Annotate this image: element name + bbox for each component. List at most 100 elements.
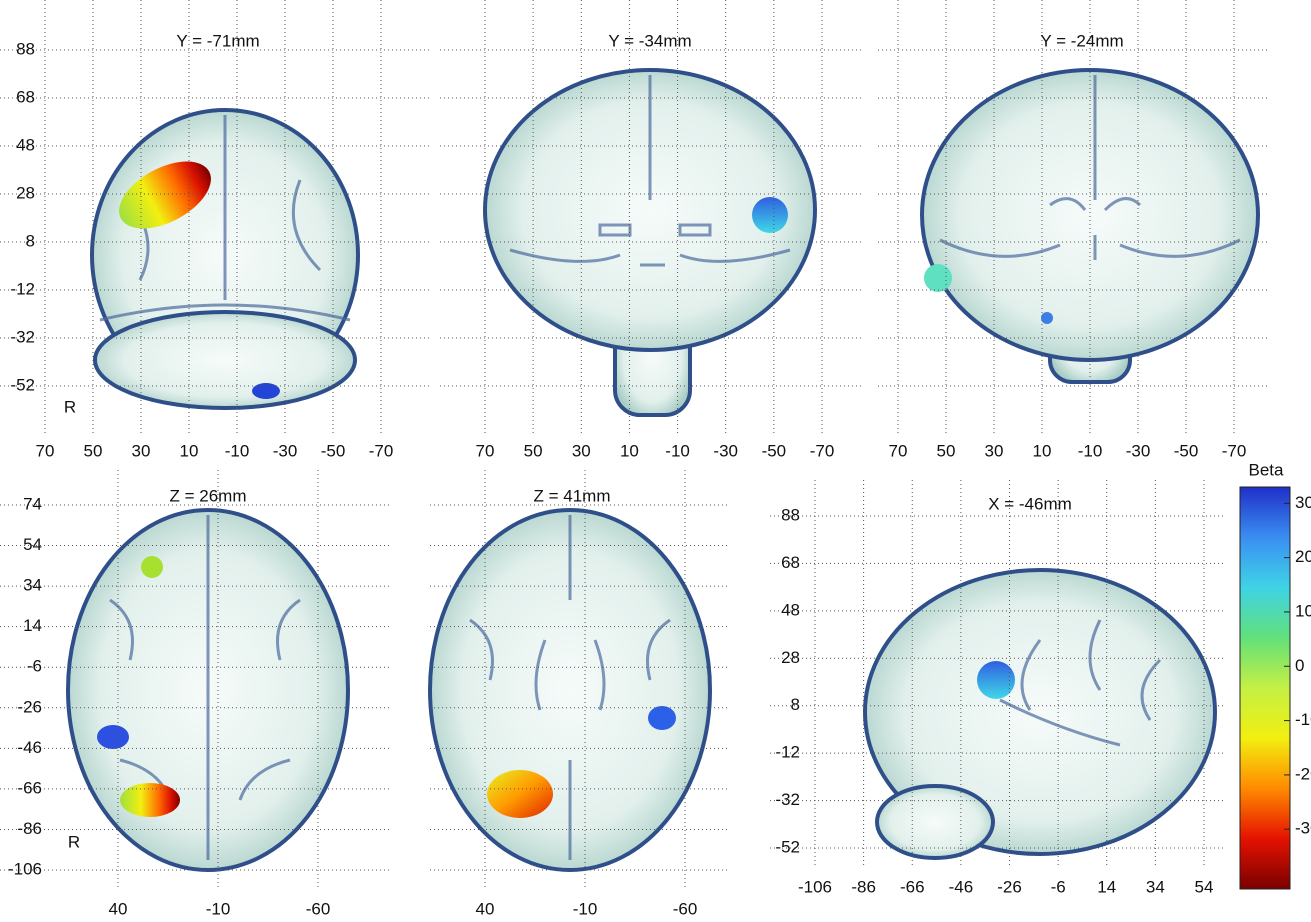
orientation-label: R <box>68 832 80 851</box>
y-tick-label: 88 <box>781 505 800 524</box>
y-tick-label: 68 <box>781 553 800 572</box>
panel-title: X = -46mm <box>988 494 1072 513</box>
y-tick-label: -52 <box>10 375 35 394</box>
y-tick-label: -46 <box>17 738 42 757</box>
activation-blob <box>252 383 280 399</box>
x-tick-label: 14 <box>1097 877 1116 896</box>
y-tick-label: 8 <box>791 695 800 714</box>
activation-blob <box>97 725 129 749</box>
x-tick-label: -10 <box>225 441 250 460</box>
activation-blob <box>1041 312 1053 324</box>
x-tick-label: -10 <box>665 441 690 460</box>
brain-detail <box>469 515 671 860</box>
x-tick-label: -30 <box>713 441 738 460</box>
x-tick-label: -30 <box>273 441 298 460</box>
brain-slice <box>93 310 357 410</box>
panel-title: Z = 41mm <box>534 486 611 505</box>
y-tick-label: -52 <box>775 837 800 856</box>
y-tick-label: 28 <box>781 648 800 667</box>
y-tick-label: -106 <box>8 859 42 878</box>
panel-title: Y = -34mm <box>608 31 691 50</box>
colorbar-title-box <box>1240 458 1295 484</box>
x-tick-label: 54 <box>1195 877 1214 896</box>
activation-blob <box>119 161 211 229</box>
x-tick-label: -46 <box>949 877 974 896</box>
y-tick-label: 74 <box>23 494 42 513</box>
panel-title: Y = -71mm <box>176 31 259 50</box>
colorbar-tick-label: -30 <box>1295 819 1311 838</box>
y-tick-label: 14 <box>23 616 42 635</box>
x-tick-label: 70 <box>889 441 908 460</box>
brain-images <box>66 68 1260 872</box>
x-tick-label: -10 <box>573 899 598 918</box>
colorbar-title: Beta <box>1249 460 1285 479</box>
colorbar-tick-label: 10 <box>1295 601 1311 620</box>
colorbar <box>1239 486 1291 890</box>
activation-blob <box>752 197 788 233</box>
activation-blob <box>977 661 1015 699</box>
x-tick-label: -30 <box>1126 441 1151 460</box>
brain-detail <box>939 75 1241 260</box>
y-tick-label: -32 <box>10 327 35 346</box>
x-tick-label: 10 <box>1033 441 1052 460</box>
x-tick-label: -60 <box>673 899 698 918</box>
y-tick-label: -32 <box>775 790 800 809</box>
colorbar-tick-label: 0 <box>1295 656 1304 675</box>
x-tick-label: 30 <box>572 441 591 460</box>
x-tick-label: 10 <box>620 441 639 460</box>
y-tick-label: 68 <box>16 87 35 106</box>
y-tick-label: 8 <box>26 231 35 250</box>
x-tick-label: 34 <box>1146 877 1165 896</box>
colorbar-tick-label: -10 <box>1295 710 1311 729</box>
brain-detail <box>509 75 791 267</box>
colorbar-tick-label: -20 <box>1295 764 1311 783</box>
x-tick-label: -70 <box>810 441 835 460</box>
y-tick-label: -6 <box>27 657 42 676</box>
y-tick-label: 34 <box>23 576 42 595</box>
brain-detail <box>109 515 301 860</box>
brain-slice <box>875 784 995 860</box>
y-tick-label: -26 <box>17 697 42 716</box>
x-tick-label: 50 <box>937 441 956 460</box>
activation-blob <box>120 783 180 817</box>
x-tick-label: 70 <box>476 441 495 460</box>
colorbar-tick-label: 30 <box>1295 493 1311 512</box>
brain-slice <box>483 68 817 352</box>
brain-slice <box>863 568 1217 856</box>
x-tick-label: -70 <box>1222 441 1247 460</box>
x-tick-label: -50 <box>1174 441 1199 460</box>
x-tick-label: -50 <box>762 441 787 460</box>
panel-title: Y = -24mm <box>1040 31 1123 50</box>
x-tick-label: 40 <box>476 899 495 918</box>
y-tick-label: 48 <box>16 135 35 154</box>
y-tick-label: 48 <box>781 600 800 619</box>
x-tick-label: -26 <box>997 877 1022 896</box>
x-tick-label: 30 <box>985 441 1004 460</box>
colorbar-tick-label: 20 <box>1295 547 1311 566</box>
x-tick-label: 70 <box>36 441 55 460</box>
y-tick-label: -12 <box>775 743 800 762</box>
x-tick-label: -70 <box>369 441 394 460</box>
activation-blob <box>924 264 952 292</box>
brain-detail <box>999 619 1162 747</box>
activation-blob <box>487 770 553 818</box>
x-tick-label: -10 <box>1078 441 1103 460</box>
activation-blob <box>141 556 163 578</box>
x-tick-label: -106 <box>798 877 832 896</box>
activation-blob <box>648 706 676 730</box>
y-tick-label: 28 <box>16 183 35 202</box>
x-tick-label: -10 <box>206 899 231 918</box>
x-tick-label: -50 <box>321 441 346 460</box>
x-tick-label: 50 <box>524 441 543 460</box>
x-tick-label: 30 <box>132 441 151 460</box>
x-tick-label: 40 <box>109 899 128 918</box>
y-tick-label: -86 <box>17 819 42 838</box>
x-tick-label: -60 <box>306 899 331 918</box>
panel-title: Z = 26mm <box>170 486 247 505</box>
y-tick-label: 88 <box>16 39 35 58</box>
y-tick-label: -66 <box>17 778 42 797</box>
x-tick-label: 10 <box>180 441 199 460</box>
brain-detail <box>99 115 351 322</box>
